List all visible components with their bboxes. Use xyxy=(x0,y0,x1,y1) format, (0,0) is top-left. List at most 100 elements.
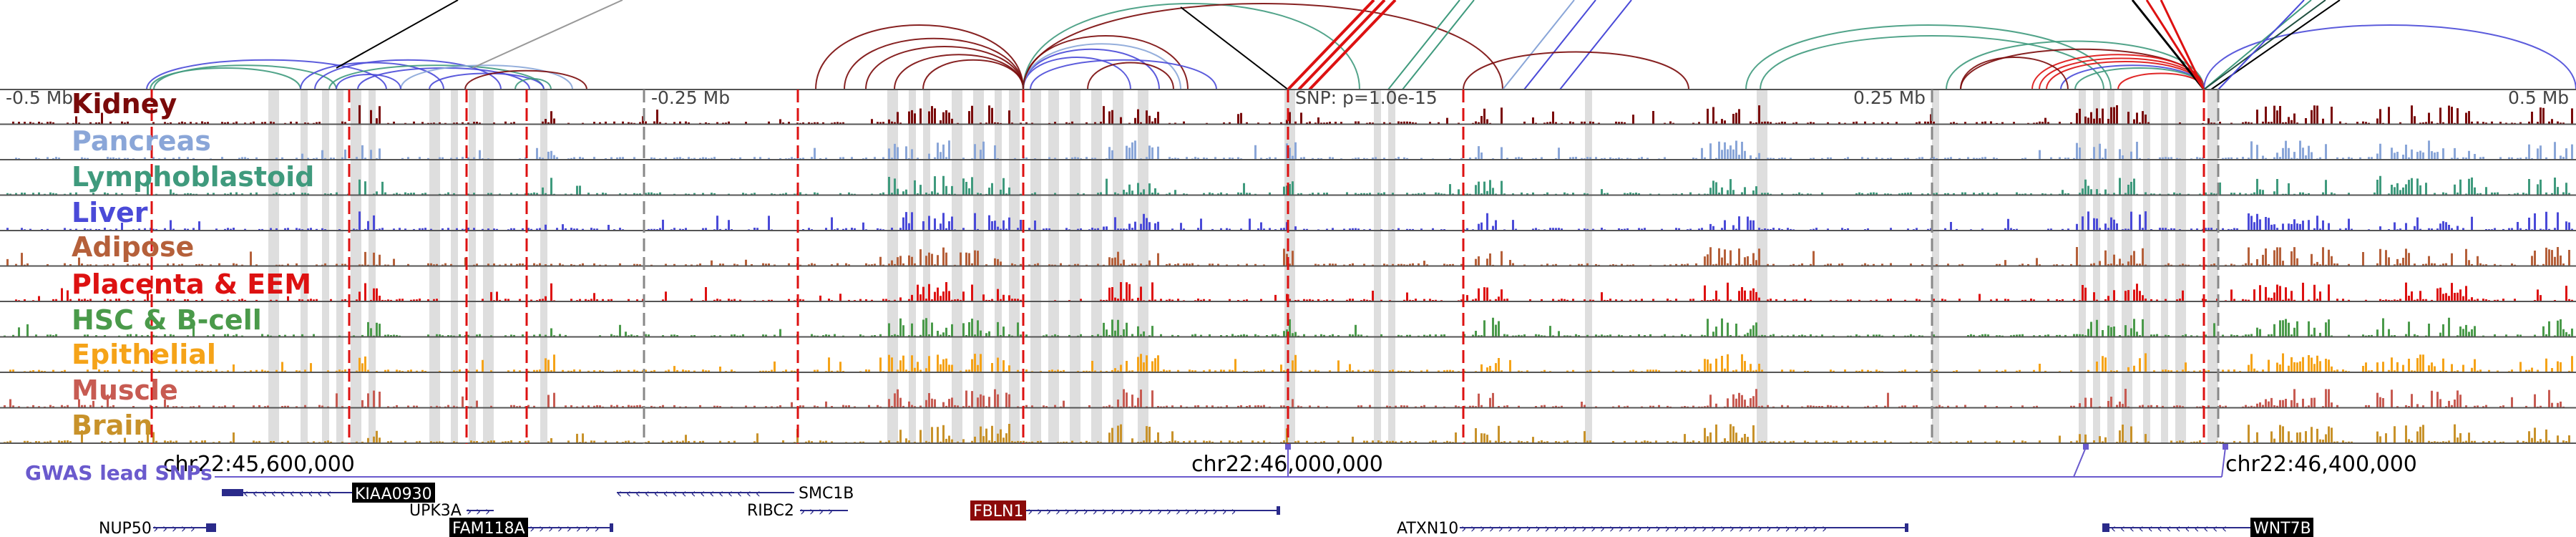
gene-label-box xyxy=(2250,518,2313,537)
track-label-muscle: Muscle xyxy=(72,374,178,406)
gene-label: NUP50 xyxy=(99,520,152,537)
loop-arc xyxy=(314,59,502,90)
coord-label-46-0mb: chr22:46,000,000 xyxy=(1191,452,1383,477)
scale-label-right: 0.5 Mb xyxy=(2508,87,2569,108)
track-label-pancreas: Pancreas xyxy=(72,125,211,157)
signal-peaks xyxy=(6,211,2573,230)
gene-nup50[interactable]: NUP50 › › › › › xyxy=(99,520,216,537)
gene-track: ‹ ‹ ‹ ‹ ‹ ‹ ‹ ‹ ‹ ‹ KIAA0930 ‹ ‹ ‹ ‹ ‹ ‹… xyxy=(99,483,2313,537)
track-label-hsc-bcell: HSC & B-cell xyxy=(72,304,262,336)
loop-arc xyxy=(1180,6,1289,90)
gene-kiaa0930[interactable]: ‹ ‹ ‹ ‹ ‹ ‹ ‹ ‹ ‹ ‹ KIAA0930 xyxy=(222,483,435,503)
loop-arc xyxy=(1463,51,1689,90)
track-labels: Kidney Pancreas Lymphoblastoid Liver Adi… xyxy=(72,88,314,441)
loop-arc xyxy=(514,78,552,90)
signal-peaks xyxy=(12,105,2573,124)
loop-arc xyxy=(922,59,1024,90)
gene-label: ATXN10 xyxy=(1397,520,1458,537)
gene-strand-arrows: › › › › xyxy=(800,504,833,519)
gene-smc1b[interactable]: ‹ ‹ ‹ ‹ ‹ ‹ ‹ ‹ ‹ ‹ ‹ ‹ ‹ ‹ ‹ ‹ SMC1B xyxy=(617,485,854,503)
scale-label-left: -0.5 Mb xyxy=(6,87,73,108)
scale-label-mid-left: -0.25 Mb xyxy=(651,87,730,108)
loop-arc xyxy=(1760,35,2104,90)
gene-label: SMC1B xyxy=(799,485,854,503)
gene-upk3a[interactable]: UPK3A › › › xyxy=(409,502,494,520)
gene-label: RIBC2 xyxy=(747,502,794,520)
loop-arc xyxy=(1745,24,2112,90)
gene-wnt7b[interactable]: ‹ ‹ ‹ ‹ ‹ ‹ ‹ ‹ ‹ ‹ ‹ ‹ ‹ WNT7B xyxy=(2102,518,2313,537)
gwas-connector-2 xyxy=(2073,447,2087,478)
loop-arc xyxy=(153,64,337,90)
signal-peaks xyxy=(15,282,2573,301)
loop-arc xyxy=(2203,0,2326,90)
loop-arc xyxy=(2203,24,2576,90)
loop-arc xyxy=(1523,0,1596,90)
gene-exon xyxy=(1905,523,1908,532)
loop-arc xyxy=(2131,0,2205,90)
track-label-kidney: Kidney xyxy=(72,88,177,120)
loop-arc xyxy=(1023,57,1131,90)
gwas-snp-marker-3 xyxy=(2223,444,2228,450)
gwas-snp-marker-2 xyxy=(2083,444,2089,450)
loop-arc xyxy=(2039,57,2205,90)
gene-label: UPK3A xyxy=(409,502,462,520)
track-label-brain: Brain xyxy=(72,410,152,441)
coord-label-46-4mb: chr22:46,400,000 xyxy=(2225,452,2417,477)
loop-arc xyxy=(464,69,587,90)
loop-arc xyxy=(1387,0,1460,90)
gene-fam118a[interactable]: FAM118A › › › › › › › › xyxy=(449,518,613,537)
gene-fbln1[interactable]: FBLN1 › › › › › › › › › › › › › › › › › … xyxy=(970,500,1280,521)
signal-track xyxy=(0,105,2576,125)
gene-strand-arrows: ‹ ‹ ‹ ‹ ‹ ‹ ‹ ‹ ‹ ‹ xyxy=(243,486,331,501)
gene-label: FAM118A xyxy=(452,520,525,537)
gene-label-box xyxy=(352,483,435,503)
loop-arc xyxy=(1297,0,1386,91)
scale-label-mid-right: 0.25 Mb xyxy=(1853,87,1926,108)
loop-arc xyxy=(1502,0,1575,90)
loop-arc xyxy=(1402,0,1475,90)
coord-label-45-6mb: chr22:45,600,000 xyxy=(163,452,355,477)
gene-strand-arrows: ‹ ‹ ‹ ‹ ‹ ‹ ‹ ‹ ‹ ‹ ‹ ‹ ‹ xyxy=(2111,521,2227,536)
gene-label: KIAA0930 xyxy=(355,485,432,503)
gene-exon xyxy=(610,523,613,532)
loop-arc xyxy=(2218,0,2305,90)
track-label-adipose: Adipose xyxy=(72,231,194,263)
marker-lines xyxy=(150,90,2220,444)
loop-arc xyxy=(1023,48,1160,90)
loop-arc xyxy=(400,64,573,90)
loop-arc xyxy=(336,74,401,90)
loop-arc xyxy=(1960,57,2069,90)
gene-exon xyxy=(206,523,216,532)
gene-strand-arrows: › › › › › xyxy=(153,521,195,536)
loop-arc xyxy=(472,0,623,69)
gene-label: FBLN1 xyxy=(973,503,1023,521)
loop-arc xyxy=(1023,43,1181,90)
gene-atxn10[interactable]: ATXN10 › › › › › › › › › › › › › › › › ›… xyxy=(1397,520,1908,537)
gwas-track: GWAS lead SNPs xyxy=(25,444,2228,485)
gene-label-box xyxy=(970,500,1026,521)
gwas-connector-3 xyxy=(2221,447,2226,478)
gwas-snp-marker-1 xyxy=(1285,444,1291,450)
track-label-liver: Liver xyxy=(72,197,148,228)
scale-label-center: SNP: p=1.0e-15 xyxy=(1295,87,1438,108)
gene-body xyxy=(2102,523,2109,532)
loop-arc xyxy=(844,37,1024,90)
gene-strand-arrows: ‹ ‹ ‹ ‹ ‹ ‹ ‹ ‹ ‹ ‹ ‹ ‹ ‹ ‹ ‹ ‹ xyxy=(617,486,761,501)
loop-arc xyxy=(2203,0,2312,90)
loop-arc xyxy=(2145,0,2205,90)
track-label-epithelial: Epithelial xyxy=(72,339,216,370)
signal-track xyxy=(0,140,2576,160)
loop-arc xyxy=(1308,0,1397,91)
loop-arc xyxy=(815,24,1024,90)
gene-label-box xyxy=(449,518,528,537)
loop-arc xyxy=(1030,59,1217,90)
track-label-lymphoblastoid: Lymphoblastoid xyxy=(72,161,314,193)
gene-exon xyxy=(1277,506,1280,515)
gene-strand-arrows: › › › › › › › › xyxy=(530,521,600,536)
gene-strand-arrows: › › › › › › › › › › › › › › › › › › › › … xyxy=(1461,521,1827,536)
track-label-placenta: Placenta & EEM xyxy=(72,268,311,300)
loop-arc xyxy=(300,62,444,90)
gene-ribc2[interactable]: RIBC2 › › › › xyxy=(747,502,848,520)
loop-arc xyxy=(150,67,301,90)
